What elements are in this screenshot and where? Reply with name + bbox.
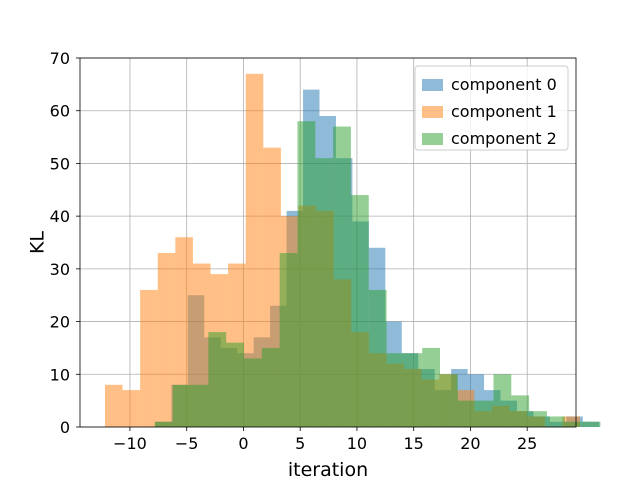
legend-label: component 2 xyxy=(451,129,557,148)
histogram-bars xyxy=(104,73,601,428)
histogram-bar xyxy=(457,400,476,427)
legend-label: component 1 xyxy=(451,102,557,121)
y-tick-label: 40 xyxy=(50,207,70,226)
histogram-bar xyxy=(440,374,458,427)
histogram-bar xyxy=(297,121,316,427)
x-tick-label: 25 xyxy=(517,434,537,453)
histogram-bar xyxy=(422,347,441,427)
histogram-bar xyxy=(511,395,530,427)
histogram-bar xyxy=(157,253,176,427)
histogram-bar xyxy=(386,353,405,427)
histogram-bar xyxy=(261,347,280,427)
histogram-bar xyxy=(245,73,264,428)
histogram-bar xyxy=(244,358,262,427)
y-tick-label: 0 xyxy=(60,418,70,437)
x-tick-label: 0 xyxy=(238,434,248,453)
histogram-bar xyxy=(172,384,191,427)
histogram-bar xyxy=(350,195,369,427)
x-tick-label: 5 xyxy=(295,434,305,453)
histogram-bar xyxy=(333,126,351,428)
histogram-bar xyxy=(122,390,141,427)
histogram-bar xyxy=(564,421,583,427)
series-2-bars xyxy=(154,121,601,428)
histogram-bar xyxy=(315,158,334,427)
x-tick-label: −10 xyxy=(113,434,147,453)
histogram-bar xyxy=(279,253,298,427)
x-tick-label: −5 xyxy=(175,434,199,453)
legend-swatch xyxy=(422,133,443,145)
y-tick-label: 60 xyxy=(50,102,70,121)
axes-frame xyxy=(79,57,577,428)
legend-swatch xyxy=(422,79,443,91)
y-axis-label: KL xyxy=(27,231,49,254)
legend-label: component 0 xyxy=(451,75,557,94)
histogram-bar xyxy=(154,421,173,427)
y-tick-label: 70 xyxy=(50,49,70,68)
histogram-bar xyxy=(175,237,193,427)
histogram-bar xyxy=(190,384,209,427)
y-tick-label: 30 xyxy=(50,260,70,279)
y-tick-label: 10 xyxy=(50,365,70,384)
histogram-bar xyxy=(582,421,601,427)
histogram-bar xyxy=(546,416,565,427)
x-tick-label: 20 xyxy=(460,434,480,453)
histogram-bar xyxy=(475,400,494,427)
legend-box xyxy=(414,65,569,151)
axis-ticks: −10 −5 0 5 10 15 20 25 0 10 20 30 40 50 60 70 xyxy=(50,49,538,453)
legend-swatch xyxy=(422,106,443,118)
histogram-bar xyxy=(404,353,423,427)
x-axis-label: iteration xyxy=(288,459,368,480)
x-tick-label: 15 xyxy=(404,434,424,453)
histogram-bar xyxy=(226,342,245,427)
histogram-bar xyxy=(529,411,547,427)
histogram-bar xyxy=(140,289,158,427)
legend: component 0 component 1 component 2 xyxy=(414,65,569,151)
plot-border xyxy=(79,57,577,428)
histogram-bar xyxy=(104,384,123,427)
histogram-bar xyxy=(493,374,512,427)
y-tick-label: 50 xyxy=(50,154,70,173)
y-tick-label: 20 xyxy=(50,313,70,332)
histogram-bar xyxy=(208,332,227,427)
histogram-bar xyxy=(368,289,387,427)
x-tick-label: 10 xyxy=(347,434,367,453)
